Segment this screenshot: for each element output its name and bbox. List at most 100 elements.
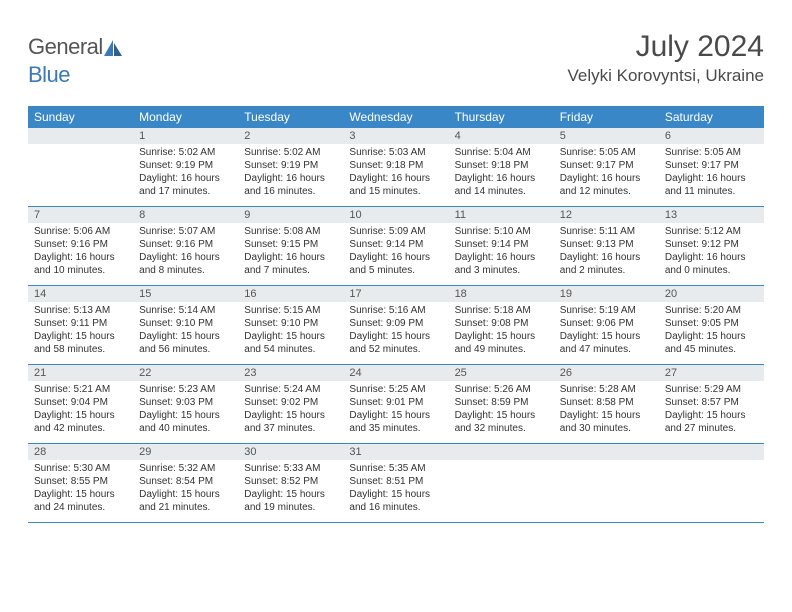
- daylight-text: Daylight: 15 hours and 56 minutes.: [139, 330, 232, 356]
- sunset-text: Sunset: 9:14 PM: [349, 238, 442, 251]
- day-number: [554, 444, 659, 461]
- calendar-page: GeneralBlue July 2024 Velyki Korovyntsi,…: [0, 0, 792, 543]
- day-number: 31: [343, 444, 448, 461]
- daylight-text: Daylight: 16 hours and 12 minutes.: [560, 172, 653, 198]
- day-detail: Sunrise: 5:30 AMSunset: 8:55 PMDaylight:…: [28, 460, 133, 522]
- day-number: 5: [554, 128, 659, 144]
- day-detail: Sunrise: 5:03 AMSunset: 9:18 PMDaylight:…: [343, 144, 448, 206]
- day-detail: Sunrise: 5:11 AMSunset: 9:13 PMDaylight:…: [554, 223, 659, 285]
- sunrise-text: Sunrise: 5:33 AM: [244, 462, 337, 475]
- sunset-text: Sunset: 9:18 PM: [455, 159, 548, 172]
- calendar-table: Sunday Monday Tuesday Wednesday Thursday…: [28, 106, 764, 523]
- day-cell: [554, 460, 659, 523]
- daylight-text: Daylight: 16 hours and 11 minutes.: [665, 172, 758, 198]
- sunset-text: Sunset: 9:19 PM: [244, 159, 337, 172]
- daylight-text: Daylight: 16 hours and 3 minutes.: [455, 251, 548, 277]
- sunrise-text: Sunrise: 5:05 AM: [665, 146, 758, 159]
- day-cell: Sunrise: 5:16 AMSunset: 9:09 PMDaylight:…: [343, 302, 448, 365]
- sunset-text: Sunset: 9:09 PM: [349, 317, 442, 330]
- sunrise-text: Sunrise: 5:20 AM: [665, 304, 758, 317]
- day-detail: Sunrise: 5:25 AMSunset: 9:01 PMDaylight:…: [343, 381, 448, 443]
- day-number: 30: [238, 444, 343, 461]
- sunrise-text: Sunrise: 5:24 AM: [244, 383, 337, 396]
- daynum-row: 21222324252627: [28, 365, 764, 382]
- daylight-text: Daylight: 16 hours and 15 minutes.: [349, 172, 442, 198]
- day-number: 16: [238, 286, 343, 303]
- day-cell: Sunrise: 5:18 AMSunset: 9:08 PMDaylight:…: [449, 302, 554, 365]
- day-detail: Sunrise: 5:14 AMSunset: 9:10 PMDaylight:…: [133, 302, 238, 364]
- sunrise-text: Sunrise: 5:30 AM: [34, 462, 127, 475]
- day-number: 1: [133, 128, 238, 144]
- daylight-text: Daylight: 15 hours and 24 minutes.: [34, 488, 127, 514]
- day-detail: Sunrise: 5:13 AMSunset: 9:11 PMDaylight:…: [28, 302, 133, 364]
- sunset-text: Sunset: 9:03 PM: [139, 396, 232, 409]
- sunrise-text: Sunrise: 5:07 AM: [139, 225, 232, 238]
- daylight-text: Daylight: 15 hours and 16 minutes.: [349, 488, 442, 514]
- sunrise-text: Sunrise: 5:05 AM: [560, 146, 653, 159]
- brand-text: GeneralBlue: [28, 34, 122, 88]
- day-detail: Sunrise: 5:19 AMSunset: 9:06 PMDaylight:…: [554, 302, 659, 364]
- day-detail: [28, 144, 133, 200]
- day-cell: Sunrise: 5:02 AMSunset: 9:19 PMDaylight:…: [133, 144, 238, 207]
- day-number: 14: [28, 286, 133, 303]
- sunrise-text: Sunrise: 5:02 AM: [139, 146, 232, 159]
- daylight-text: Daylight: 16 hours and 0 minutes.: [665, 251, 758, 277]
- sunrise-text: Sunrise: 5:21 AM: [34, 383, 127, 396]
- day-number: 22: [133, 365, 238, 382]
- weekday-header: Monday: [133, 106, 238, 128]
- sunset-text: Sunset: 9:17 PM: [560, 159, 653, 172]
- sunrise-text: Sunrise: 5:26 AM: [455, 383, 548, 396]
- daylight-text: Daylight: 15 hours and 32 minutes.: [455, 409, 548, 435]
- sunrise-text: Sunrise: 5:08 AM: [244, 225, 337, 238]
- day-number: 3: [343, 128, 448, 144]
- week-row: Sunrise: 5:02 AMSunset: 9:19 PMDaylight:…: [28, 144, 764, 207]
- day-detail: Sunrise: 5:28 AMSunset: 8:58 PMDaylight:…: [554, 381, 659, 443]
- day-cell: Sunrise: 5:08 AMSunset: 9:15 PMDaylight:…: [238, 223, 343, 286]
- day-cell: Sunrise: 5:26 AMSunset: 8:59 PMDaylight:…: [449, 381, 554, 444]
- day-detail: Sunrise: 5:07 AMSunset: 9:16 PMDaylight:…: [133, 223, 238, 285]
- day-detail: Sunrise: 5:33 AMSunset: 8:52 PMDaylight:…: [238, 460, 343, 522]
- day-cell: Sunrise: 5:14 AMSunset: 9:10 PMDaylight:…: [133, 302, 238, 365]
- weekday-header: Tuesday: [238, 106, 343, 128]
- day-number: 13: [659, 207, 764, 224]
- daylight-text: Daylight: 16 hours and 10 minutes.: [34, 251, 127, 277]
- day-detail: Sunrise: 5:08 AMSunset: 9:15 PMDaylight:…: [238, 223, 343, 285]
- calendar-body: 123456Sunrise: 5:02 AMSunset: 9:19 PMDay…: [28, 128, 764, 523]
- daylight-text: Daylight: 16 hours and 7 minutes.: [244, 251, 337, 277]
- day-cell: Sunrise: 5:21 AMSunset: 9:04 PMDaylight:…: [28, 381, 133, 444]
- day-number: 27: [659, 365, 764, 382]
- daylight-text: Daylight: 16 hours and 17 minutes.: [139, 172, 232, 198]
- day-cell: Sunrise: 5:12 AMSunset: 9:12 PMDaylight:…: [659, 223, 764, 286]
- day-number: 25: [449, 365, 554, 382]
- daylight-text: Daylight: 16 hours and 2 minutes.: [560, 251, 653, 277]
- day-cell: Sunrise: 5:10 AMSunset: 9:14 PMDaylight:…: [449, 223, 554, 286]
- sunrise-text: Sunrise: 5:02 AM: [244, 146, 337, 159]
- month-title: July 2024: [567, 30, 764, 64]
- day-detail: Sunrise: 5:02 AMSunset: 9:19 PMDaylight:…: [238, 144, 343, 206]
- daylight-text: Daylight: 15 hours and 21 minutes.: [139, 488, 232, 514]
- sunset-text: Sunset: 9:10 PM: [139, 317, 232, 330]
- daylight-text: Daylight: 15 hours and 42 minutes.: [34, 409, 127, 435]
- day-number: 19: [554, 286, 659, 303]
- day-cell: [449, 460, 554, 523]
- day-detail: Sunrise: 5:21 AMSunset: 9:04 PMDaylight:…: [28, 381, 133, 443]
- sunrise-text: Sunrise: 5:12 AM: [665, 225, 758, 238]
- day-number: 29: [133, 444, 238, 461]
- daynum-row: 14151617181920: [28, 286, 764, 303]
- daylight-text: Daylight: 15 hours and 52 minutes.: [349, 330, 442, 356]
- day-number: 10: [343, 207, 448, 224]
- day-number: [28, 128, 133, 144]
- daylight-text: Daylight: 16 hours and 8 minutes.: [139, 251, 232, 277]
- sunset-text: Sunset: 9:14 PM: [455, 238, 548, 251]
- day-detail: [554, 460, 659, 516]
- day-cell: Sunrise: 5:25 AMSunset: 9:01 PMDaylight:…: [343, 381, 448, 444]
- daylight-text: Daylight: 15 hours and 19 minutes.: [244, 488, 337, 514]
- sunrise-text: Sunrise: 5:11 AM: [560, 225, 653, 238]
- day-detail: Sunrise: 5:23 AMSunset: 9:03 PMDaylight:…: [133, 381, 238, 443]
- weekday-header: Friday: [554, 106, 659, 128]
- day-number: 9: [238, 207, 343, 224]
- day-number: 12: [554, 207, 659, 224]
- sunset-text: Sunset: 9:17 PM: [665, 159, 758, 172]
- brand-line2: Blue: [28, 62, 70, 87]
- daylight-text: Daylight: 16 hours and 5 minutes.: [349, 251, 442, 277]
